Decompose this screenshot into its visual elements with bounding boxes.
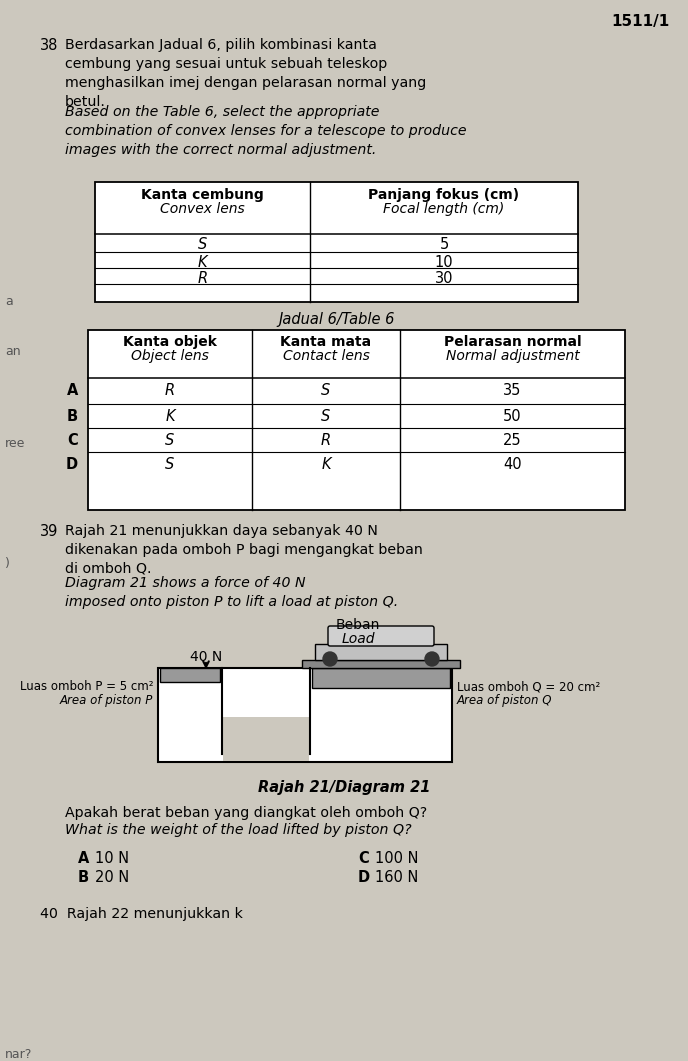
Text: 40: 40 (503, 457, 522, 472)
Text: an: an (5, 345, 21, 358)
Text: ): ) (5, 557, 10, 570)
Bar (88, 330, 625, 510)
Text: Area of piston P: Area of piston P (60, 694, 153, 707)
Text: Based on the Table 6, select the appropriate
combination of convex lenses for a : Based on the Table 6, select the appropr… (65, 105, 466, 157)
Text: 40  Rajah 22 menunjukkan k: 40 Rajah 22 menunjukkan k (40, 907, 243, 921)
Text: Panjang fokus (cm): Panjang fokus (cm) (369, 188, 519, 202)
Text: Load: Load (341, 632, 375, 646)
Text: Rajah 21 menunjukkan daya sebanyak 40 N
dikenakan pada omboh P bagi mengangkat b: Rajah 21 menunjukkan daya sebanyak 40 N … (65, 524, 423, 576)
Text: D: D (66, 457, 78, 472)
Bar (158, 668, 452, 762)
Text: ree: ree (5, 437, 25, 450)
Text: Beban: Beban (336, 618, 380, 632)
Text: a: a (5, 295, 13, 308)
Text: B: B (67, 408, 78, 424)
Text: 10: 10 (435, 255, 453, 269)
Text: Rajah 21/Diagram 21: Rajah 21/Diagram 21 (258, 780, 430, 795)
Text: Kanta objek: Kanta objek (123, 335, 217, 349)
Text: 40 N: 40 N (190, 650, 222, 664)
Text: nar?: nar? (5, 1048, 32, 1061)
Text: Kanta mata: Kanta mata (281, 335, 372, 349)
Text: C: C (67, 433, 78, 448)
FancyBboxPatch shape (328, 626, 434, 646)
Circle shape (323, 653, 337, 666)
Text: 39: 39 (40, 524, 58, 539)
Text: Contact lens: Contact lens (283, 349, 369, 363)
Text: 30: 30 (435, 271, 453, 286)
Text: S: S (165, 433, 175, 448)
Text: What is the weight of the load lifted by piston Q?: What is the weight of the load lifted by… (65, 823, 411, 837)
Text: A: A (67, 383, 78, 398)
Text: 25: 25 (503, 433, 522, 448)
Text: Object lens: Object lens (131, 349, 209, 363)
Text: 160 N: 160 N (375, 870, 418, 885)
Text: 100 N: 100 N (375, 851, 418, 866)
Text: K: K (165, 408, 175, 424)
Text: S: S (321, 383, 331, 398)
Circle shape (425, 653, 439, 666)
Text: 5: 5 (440, 237, 449, 253)
Text: Normal adjustment: Normal adjustment (446, 349, 579, 363)
Text: Jadual 6/Table 6: Jadual 6/Table 6 (279, 312, 395, 327)
Text: Area of piston Q: Area of piston Q (457, 694, 552, 707)
Text: S: S (321, 408, 331, 424)
Text: C: C (358, 851, 369, 866)
Text: Apakah berat beban yang diangkat oleh omboh Q?: Apakah berat beban yang diangkat oleh om… (65, 806, 427, 820)
Bar (223, 717, 309, 761)
Text: Luas omboh Q = 20 cm²: Luas omboh Q = 20 cm² (457, 680, 600, 693)
Bar (95, 182, 578, 302)
Text: Luas omboh P = 5 cm²: Luas omboh P = 5 cm² (19, 680, 153, 693)
Text: Focal length (cm): Focal length (cm) (383, 202, 504, 216)
Text: K: K (197, 255, 207, 269)
Text: B: B (78, 870, 89, 885)
Text: Berdasarkan Jadual 6, pilih kombinasi kanta
cembung yang sesuai untuk sebuah tel: Berdasarkan Jadual 6, pilih kombinasi ka… (65, 38, 427, 109)
Text: S: S (165, 457, 175, 472)
Text: A: A (78, 851, 89, 866)
Bar (302, 660, 460, 668)
Text: R: R (197, 271, 208, 286)
Text: 1511/1: 1511/1 (612, 14, 670, 29)
Bar (312, 668, 450, 688)
Text: Pelarasan normal: Pelarasan normal (444, 335, 581, 349)
Text: 50: 50 (503, 408, 522, 424)
Text: K: K (321, 457, 331, 472)
Text: S: S (198, 237, 207, 253)
Bar (160, 668, 220, 682)
Text: D: D (358, 870, 370, 885)
Text: Diagram 21 shows a force of 40 N
imposed onto piston P to lift a load at piston : Diagram 21 shows a force of 40 N imposed… (65, 576, 398, 609)
Text: Kanta cembung: Kanta cembung (141, 188, 264, 202)
Text: Convex lens: Convex lens (160, 202, 245, 216)
Text: R: R (321, 433, 331, 448)
Text: 20 N: 20 N (95, 870, 129, 885)
Text: 35: 35 (504, 383, 522, 398)
Text: R: R (165, 383, 175, 398)
Text: 38: 38 (40, 38, 58, 53)
Bar (315, 644, 447, 660)
Text: 10 N: 10 N (95, 851, 129, 866)
